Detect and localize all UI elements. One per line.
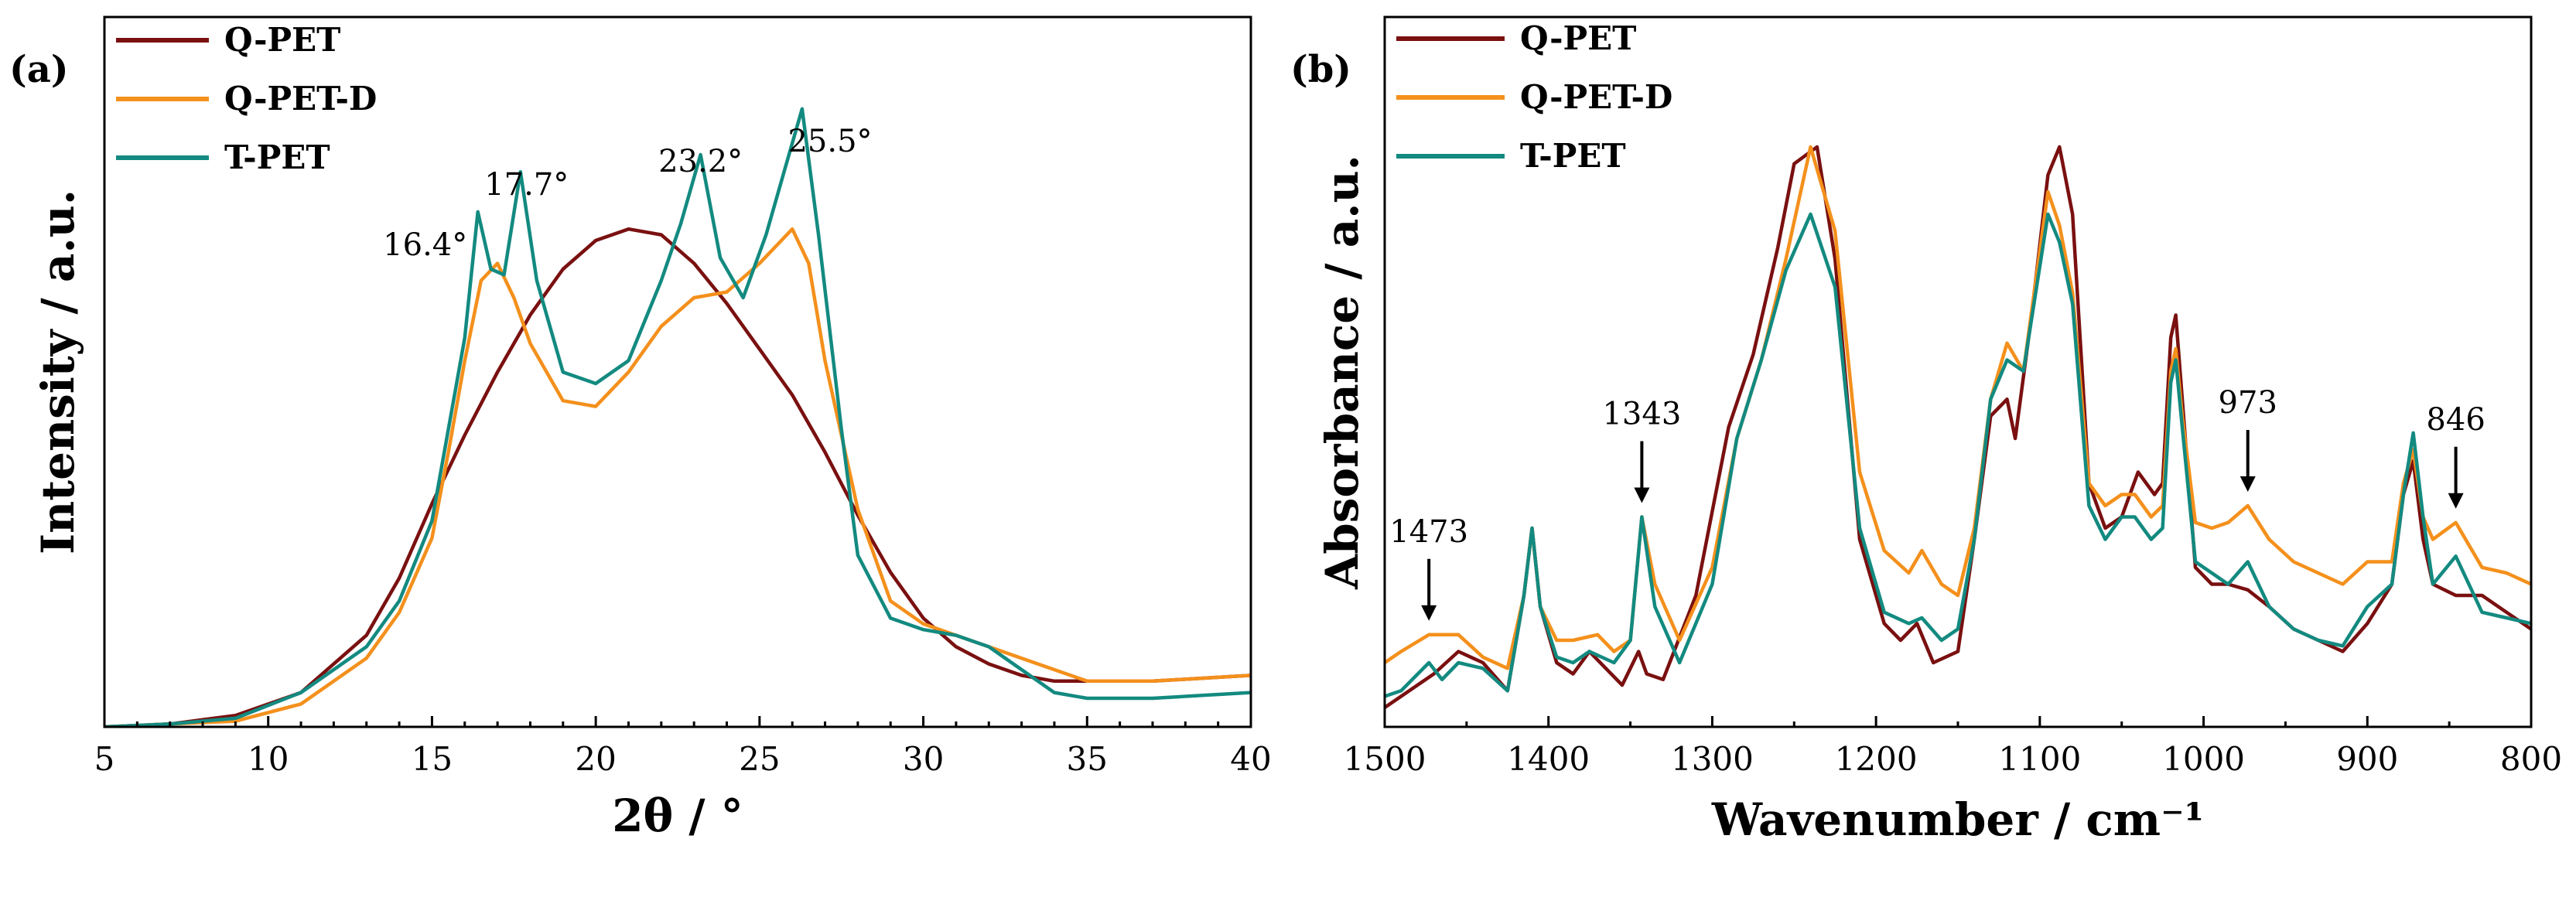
panel-a: (a) 5 10 15 20 25 30 35 40 16.4° 17.7° 23.2° 25.5°… [9, 15, 1272, 842]
annotation-arrow-head [2448, 493, 2464, 509]
panel-b-label: (b) [1290, 48, 1351, 91]
series-line-q-pet-d [1385, 145, 2531, 670]
legend-label-q-pet-d: Q-PET-D [1520, 78, 1672, 116]
x-tick-label: 1500 [1344, 740, 1426, 778]
peak-annotation-label: 1343 [1602, 397, 1681, 432]
peak-annotation-label: 16.4° [383, 227, 467, 263]
panel-b-plot-area [1385, 145, 2531, 710]
panel-b-y-axis-title: Absorbance / a.u. [1316, 155, 1368, 590]
x-tick-label: 30 [903, 740, 944, 778]
x-tick-label: 1400 [1507, 740, 1590, 778]
panel-b-x-axis-title: Wavenumber / cm⁻¹ [1711, 793, 2204, 846]
series-line-t-pet [1385, 212, 2531, 698]
x-tick-label: 5 [94, 740, 115, 778]
series-line-t-pet [104, 107, 1251, 727]
panel-a-y-axis-title: Intensity / a.u. [32, 189, 84, 554]
series-line-q-pet-d [104, 227, 1251, 727]
x-tick-label: 1300 [1671, 740, 1754, 778]
legend-label-q-pet: Q-PET [224, 21, 340, 59]
x-tick-label: 35 [1067, 740, 1108, 778]
annotation-arrow-head [1421, 605, 1437, 621]
peak-annotation-label: 1473 [1389, 514, 1468, 550]
panel-a-annotations: 16.4° 17.7° 23.2° 25.5° [383, 124, 872, 263]
annotation-arrow-head [2239, 476, 2256, 492]
peak-annotation-label: 973 [2219, 385, 2277, 421]
x-tick-label: 15 [412, 740, 453, 778]
legend-label-t-pet: T-PET [1520, 137, 1626, 175]
x-tick-label: 1200 [1835, 740, 1918, 778]
x-tick-label: 800 [2500, 740, 2562, 778]
x-tick-label: 1100 [1998, 740, 2081, 778]
legend-label-q-pet: Q-PET [1520, 19, 1636, 57]
panel-a-label: (a) [9, 48, 69, 91]
peak-annotation-label: 846 [2426, 402, 2485, 438]
x-tick-label: 40 [1230, 740, 1271, 778]
panel-a-legend: Q-PET Q-PET-D T-PET [116, 21, 377, 176]
panel-b-annotations: 1473 1343 973 846 [1389, 385, 2485, 621]
x-tick-label: 10 [248, 740, 289, 778]
annotation-arrow-head [1634, 487, 1650, 503]
peak-annotation-label: 25.5° [787, 124, 872, 159]
legend-label-t-pet: T-PET [224, 138, 330, 176]
x-tick-label: 1000 [2162, 740, 2245, 778]
panel-b-x-ticks: 1500 1400 1300 1200 1100 1000 900 800 [1344, 716, 2562, 778]
panel-b: (b) 1500 1400 1300 1200 1100 1000 900 800 14731… [1290, 15, 2562, 846]
series-line-q-pet [1385, 145, 2531, 710]
panel-a-plot-area [104, 107, 1251, 727]
panel-b-legend: Q-PET Q-PET-D T-PET [1396, 19, 1672, 175]
panel-a-x-ticks: 5 10 15 20 25 30 35 40 [94, 716, 1272, 778]
peak-annotation-label: 17.7° [484, 167, 569, 203]
x-tick-label: 25 [739, 740, 780, 778]
legend-label-q-pet-d: Q-PET-D [224, 80, 377, 118]
panel-a-x-axis-title: 2θ / ° [612, 790, 743, 842]
x-tick-label: 900 [2336, 740, 2398, 778]
series-line-q-pet [104, 227, 1251, 727]
x-tick-label: 20 [575, 740, 616, 778]
peak-annotation-label: 23.2° [658, 144, 743, 179]
panel-a-frame [103, 15, 1252, 728]
